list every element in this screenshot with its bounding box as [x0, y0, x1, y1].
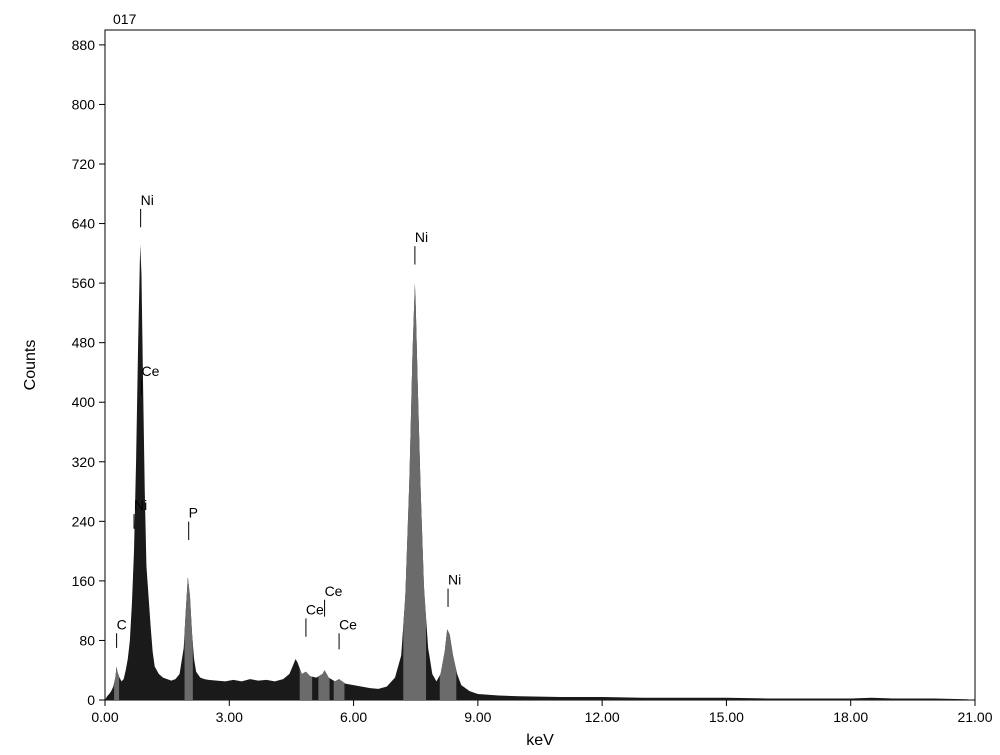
xtick-label: 12.00 — [585, 709, 620, 725]
xtick-label: 18.00 — [833, 709, 868, 725]
peak-label: Ce — [325, 583, 343, 599]
ytick-label: 480 — [72, 335, 96, 351]
chart-canvas: 0 80 160 240 320 400 480 560 640 720 800 880 0.00 3.0… — [0, 0, 1000, 755]
highlight-band — [318, 670, 329, 700]
peak-label: Ni — [134, 497, 147, 513]
ytick-label: 800 — [72, 96, 96, 112]
highlight-band — [403, 289, 426, 700]
ytick-label: 560 — [72, 275, 96, 291]
peak-label: Ce — [306, 601, 324, 617]
peak-label: Ce — [339, 616, 357, 632]
xtick-label: 3.00 — [216, 709, 243, 725]
highlight-band — [334, 679, 345, 700]
plot-border — [105, 30, 975, 700]
peak-label: C — [117, 616, 127, 632]
ytick-label: 720 — [72, 156, 96, 172]
peak-label: Ni — [415, 229, 428, 245]
ytick-label: 320 — [72, 454, 96, 470]
xtick-label: 21.00 — [957, 709, 992, 725]
ytick-label: 80 — [79, 632, 95, 648]
highlight-band — [300, 668, 312, 700]
peak-label: P — [189, 505, 198, 521]
ytick-label: 160 — [72, 573, 96, 589]
ytick-label: 0 — [87, 692, 95, 708]
xtick-label: 9.00 — [464, 709, 491, 725]
spectrum-id: 017 — [113, 11, 137, 27]
highlight-band — [114, 667, 119, 701]
ytick-label: 240 — [72, 513, 96, 529]
y-axis-label: Counts — [22, 340, 39, 391]
peak-label: Ni — [448, 572, 461, 588]
peak-label: Ni — [141, 192, 154, 208]
xtick-label: 6.00 — [340, 709, 367, 725]
highlight-band — [185, 577, 193, 700]
spectrum-figure: 0 80 160 240 320 400 480 560 640 720 800 880 0.00 3.0… — [0, 0, 1000, 755]
xtick-label: 0.00 — [91, 709, 118, 725]
highlight-band — [440, 629, 457, 700]
ytick-label: 640 — [72, 216, 96, 232]
ytick-label: 400 — [72, 394, 96, 410]
ytick-label: 880 — [72, 37, 96, 53]
xtick-label: 15.00 — [709, 709, 744, 725]
spectrum-fill — [105, 244, 975, 700]
peak-label: Ce — [141, 363, 159, 379]
x-axis-label: keV — [526, 732, 554, 749]
